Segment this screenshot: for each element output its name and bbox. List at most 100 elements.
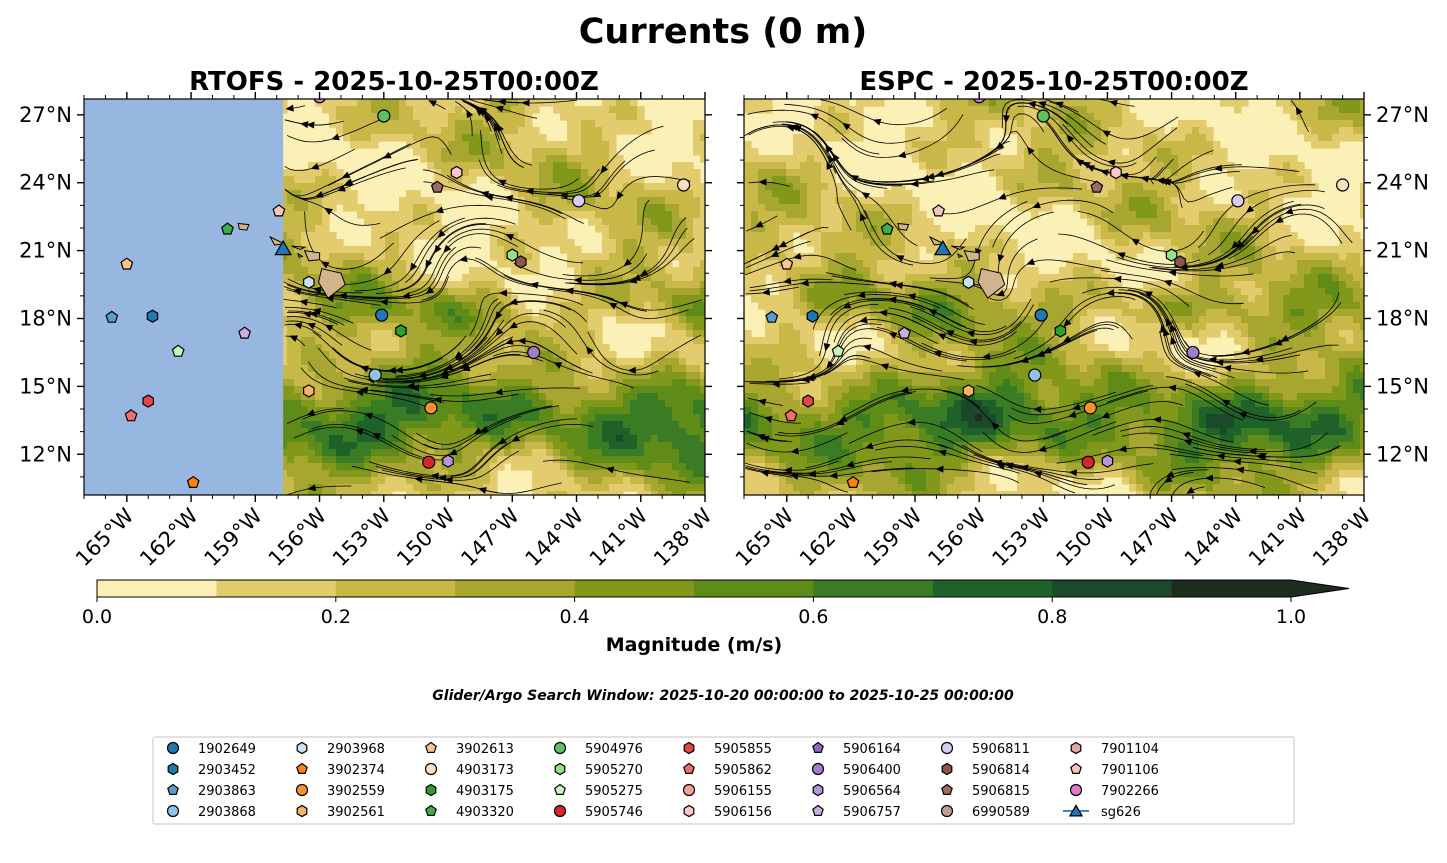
espc-y-tick-label: 21°N xyxy=(1376,239,1429,263)
rtofs-y-tick-label: 27°N xyxy=(19,103,72,127)
colorbar-extend-arrow xyxy=(1291,580,1349,597)
espc-x-tick-label: 141°W xyxy=(1244,503,1312,571)
espc-marker-5905862 xyxy=(784,409,798,422)
legend-label: 6990589 xyxy=(972,805,1030,820)
rtofs-y-tick-label: 18°N xyxy=(19,306,72,330)
rtofs-x-tick-label: 141°W xyxy=(585,503,653,571)
rtofs-x-tick-label: 144°W xyxy=(521,503,589,571)
espc-marker-sg626 xyxy=(933,239,952,256)
legend-label: 2903968 xyxy=(327,742,385,757)
rtofs-marker-5905746 xyxy=(422,455,436,469)
legend-item-2903968: 2903968 xyxy=(296,741,385,757)
colorbar-segment xyxy=(813,580,934,597)
espc-marker-5906156 xyxy=(1110,165,1122,180)
colorbar-segment xyxy=(455,580,576,597)
espc-y-tick-label: 18°N xyxy=(1376,306,1429,330)
colorbar-tick-label: 0.4 xyxy=(559,606,589,628)
colorbar-segment xyxy=(574,580,695,597)
legend-label: 7901106 xyxy=(1101,763,1159,778)
legend-item-5905862: 5905862 xyxy=(683,762,772,778)
espc-marker-2903868 xyxy=(1028,368,1042,382)
rtofs-marker-5906400 xyxy=(527,345,541,360)
espc-x-tick-label: 147°W xyxy=(1116,503,1184,571)
rtofs-x-tick-label: 138°W xyxy=(649,503,717,571)
legend-label: 5906564 xyxy=(843,784,901,799)
legend-label: 3902559 xyxy=(327,784,385,799)
legend-item-6990589: 6990589 xyxy=(940,804,1030,820)
rtofs-marker-2903452 xyxy=(146,309,159,323)
espc-marker-5906814 xyxy=(1174,255,1186,269)
legend-item-5905746: 5905746 xyxy=(553,804,643,820)
colorbar-label: Magnitude (m/s) xyxy=(606,634,783,656)
colorbar-segment xyxy=(1052,580,1173,597)
espc-marker-5906815 xyxy=(1090,180,1104,193)
rtofs-marker-7902266 xyxy=(313,99,326,104)
espc-x-tick-label: 162°W xyxy=(795,503,863,571)
legend-item-3902613: 3902613 xyxy=(425,741,514,757)
rtofs-marker-3902374 xyxy=(186,475,200,488)
legend-item-5906156: 5906156 xyxy=(683,804,772,820)
legend-label: 7902266 xyxy=(1101,784,1159,799)
legend-item-2903863: 2903863 xyxy=(167,783,256,799)
legend-item-3902559: 3902559 xyxy=(295,783,385,799)
legend-label: 3902561 xyxy=(327,805,385,820)
legend-label: 3902613 xyxy=(456,742,514,757)
legend: 1902649 2903452 2903863 2903868 2903968 39023… xyxy=(152,736,1295,825)
legend-item-5905855: 5905855 xyxy=(683,741,772,757)
espc-x-tick-label: 153°W xyxy=(987,503,1055,571)
rtofs-x-tick-label: 162°W xyxy=(135,503,203,571)
legend-item-5906811: 5906811 xyxy=(940,741,1030,757)
rtofs-marker-5906815 xyxy=(430,180,444,193)
legend-item-5906757: 5906757 xyxy=(812,804,901,820)
legend-label: 4903175 xyxy=(456,784,514,799)
colorbar-tick-label: 1.0 xyxy=(1276,606,1306,628)
rtofs-marker-4903173 xyxy=(676,178,691,192)
legend-item-7901104: 7901104 xyxy=(1070,741,1159,757)
colorbar-segment xyxy=(694,580,814,597)
legend-label: 1902649 xyxy=(198,742,256,757)
figure-title: Currents (0 m) xyxy=(579,12,868,52)
espc-x-tick-label: 144°W xyxy=(1180,503,1248,571)
espc-marker-5906564 xyxy=(1101,454,1114,468)
rtofs-x-tick-label: 156°W xyxy=(264,503,332,571)
legend-label: 5906757 xyxy=(843,805,901,820)
rtofs-marker-7901106 xyxy=(272,204,286,217)
legend-item-5906564: 5906564 xyxy=(812,783,901,799)
espc-marker-2903968 xyxy=(962,275,975,289)
legend-item-3902374: 3902374 xyxy=(296,762,385,778)
legend-item-5906815: 5906815 xyxy=(941,783,1030,799)
legend-item-2903452: 2903452 xyxy=(167,762,256,778)
espc-y-tick-label: 24°N xyxy=(1376,171,1429,195)
legend-label: 5906155 xyxy=(714,784,772,799)
rtofs-x-tick-label: 153°W xyxy=(328,503,396,571)
rtofs-marker-5905270 xyxy=(506,248,519,262)
rtofs-marker-5906757 xyxy=(238,326,252,339)
search-window-subtitle: Glider/Argo Search Window: 2025-10-20 00… xyxy=(432,688,1014,704)
espc-panel-title: ESPC - 2025-10-25T00:00Z xyxy=(859,67,1248,97)
rtofs-marker-2903868 xyxy=(368,368,382,382)
rtofs-streamline-arrows xyxy=(285,99,649,494)
espc-marker-4903175 xyxy=(1054,324,1067,338)
rtofs-magnitude-field xyxy=(280,99,705,495)
colorbar-segment xyxy=(335,580,456,597)
legend-label: 5905855 xyxy=(714,742,772,757)
espc-x-tick-label: 138°W xyxy=(1308,503,1376,571)
espc-y-tick-label: 15°N xyxy=(1376,374,1429,398)
espc-marker-7902266 xyxy=(972,99,986,104)
colorbar-tick-label: 0.6 xyxy=(798,606,828,628)
legend-label: 2903868 xyxy=(198,805,256,820)
rtofs-observation-markers xyxy=(105,99,691,488)
legend-label: 4903173 xyxy=(456,763,514,778)
espc-x-tick-label: 156°W xyxy=(923,503,991,571)
legend-item-5904976: 5904976 xyxy=(553,741,643,757)
colorbar-segment xyxy=(932,580,1053,597)
rtofs-marker-5906811 xyxy=(572,194,586,208)
espc-observation-markers xyxy=(765,99,1350,488)
rtofs-marker-4903320 xyxy=(221,222,234,235)
espc-marker-1902649 xyxy=(1034,308,1048,322)
legend-item-7901106: 7901106 xyxy=(1070,762,1159,778)
legend-item-sg626: sg626 xyxy=(1063,804,1141,820)
colorbar-tick-label: 0.0 xyxy=(82,606,112,628)
legend-item-5905275: 5905275 xyxy=(554,783,643,799)
